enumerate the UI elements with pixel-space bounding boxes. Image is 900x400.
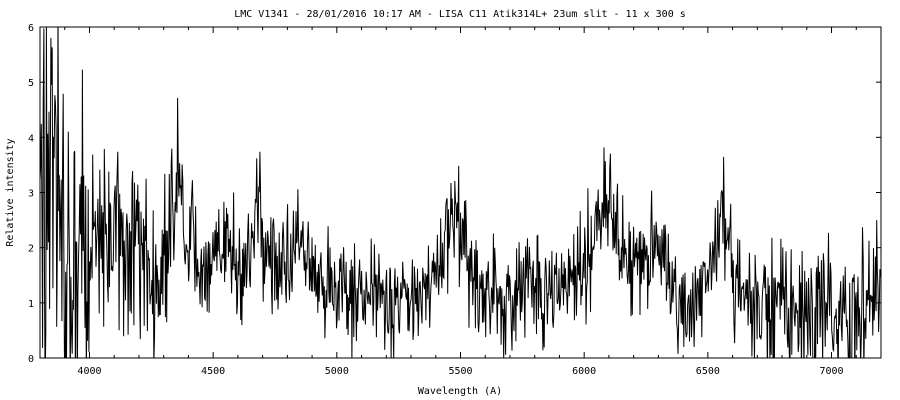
y-axis-label: Relative intensity [5, 138, 16, 246]
x-tick-label: 4000 [77, 366, 101, 377]
y-axis-label-group: Relative intensity [5, 138, 16, 246]
x-tick-label: 6500 [696, 366, 720, 377]
y-tick-label: 1 [28, 299, 34, 310]
plot-frame [39, 26, 882, 359]
y-tick-label: 5 [28, 78, 34, 89]
spectrum-line [40, 27, 881, 358]
x-tick-label: 4500 [201, 366, 225, 377]
chart-title: LMC V1341 - 28/01/2016 10:17 AM - LISA C… [234, 9, 686, 20]
x-tick-label: 6000 [572, 366, 596, 377]
x-axis-label: Wavelength (A) [418, 386, 502, 397]
x-tick-label: 5500 [448, 366, 472, 377]
x-ticks: 4000 4500 5000 5500 6000 6500 7000 [39, 27, 882, 377]
x-tick-label: 7000 [819, 366, 843, 377]
x-tick-label: 5000 [325, 366, 349, 377]
y-tick-label: 6 [28, 23, 34, 34]
plot-area [40, 27, 881, 358]
y-tick-label: 4 [28, 133, 34, 144]
y-tick-label: 0 [28, 354, 34, 365]
y-tick-label: 2 [28, 244, 34, 255]
y-tick-label: 3 [28, 189, 34, 200]
